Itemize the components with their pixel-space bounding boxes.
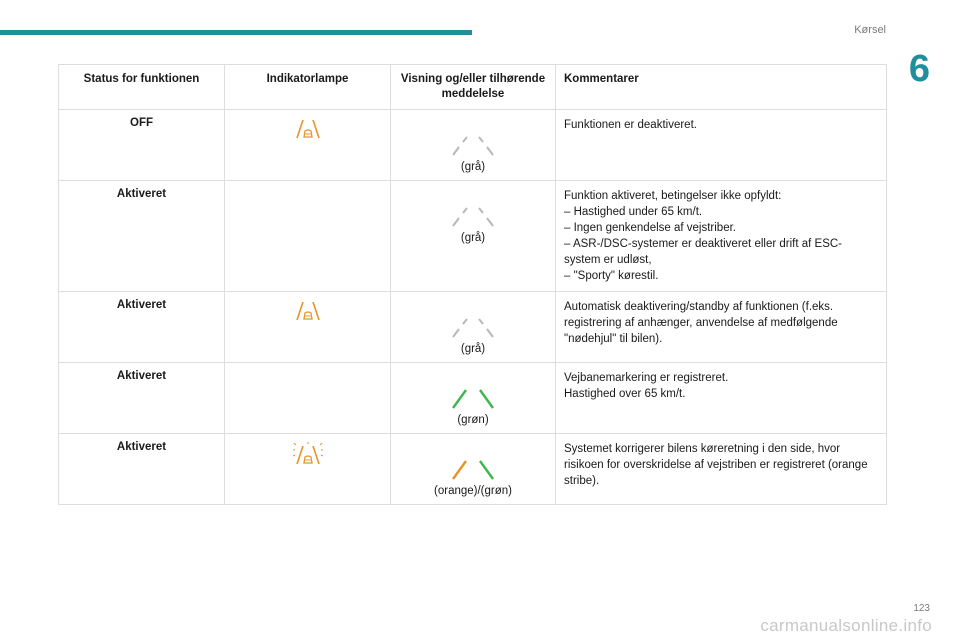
header-lamp: Indikatorlampe	[224, 64, 391, 110]
table-row: Aktiveret (grøn) Vejbanemarkering er reg…	[58, 362, 887, 434]
table-header-row: Status for funktionen Indikatorlampe Vis…	[58, 64, 887, 110]
display-caption: (orange)/(grøn)	[434, 485, 512, 497]
lane-lines-grey-icon	[452, 136, 494, 156]
status-cell: Aktiveret	[58, 433, 225, 505]
comment-line: Funktion aktiveret, betingelser ikke opf…	[564, 190, 782, 202]
status-cell: Aktiveret	[58, 362, 225, 434]
status-cell: Aktiveret	[58, 180, 225, 292]
comment-line: Vejbanemarkering er registreret.	[564, 372, 729, 384]
comment-line: Automatisk deaktivering/standby af funkt…	[564, 301, 838, 345]
section-title: Kørsel	[854, 24, 886, 36]
watermark: carmanualsonline.info	[760, 616, 932, 635]
lamp-cell	[224, 433, 391, 505]
lamp-cell	[224, 109, 391, 181]
lane-warning-orange-icon	[295, 119, 320, 139]
display-cell: (orange)/(grøn)	[390, 433, 556, 505]
header-comment: Kommentarer	[555, 64, 887, 110]
display-caption: (grå)	[460, 232, 486, 244]
table-row: OFF (grå) Funktionen er d	[58, 109, 887, 181]
function-status-table: Status for funktionen Indikatorlampe Vis…	[58, 64, 887, 505]
display-caption: (grå)	[460, 343, 486, 355]
comment-line: – "Sporty" kørestil.	[564, 270, 659, 282]
chapter-number: 6	[908, 48, 930, 90]
lamp-cell	[224, 291, 391, 363]
table-row: Aktiveret (grå) Funktion aktiveret, beti…	[58, 180, 887, 292]
status-cell: Aktiveret	[58, 291, 225, 363]
display-cell: (grøn)	[390, 362, 556, 434]
display-caption: (grøn)	[457, 414, 489, 426]
display-cell: (grå)	[390, 109, 556, 181]
header-status: Status for funktionen	[58, 64, 225, 110]
comment-line: Hastighed over 65 km/t.	[564, 388, 686, 400]
lamp-cell	[224, 362, 391, 434]
comment-line: Systemet korrigerer bilens køreretning i…	[564, 443, 868, 487]
comment-line: Funktionen er deaktiveret.	[564, 119, 697, 131]
lane-lines-grey-icon	[452, 207, 494, 227]
table-row: Aktiveret (grå) Automatis	[58, 291, 887, 363]
comment-line: – Ingen genkendelse af vejstriber.	[564, 222, 736, 234]
status-cell: OFF	[58, 109, 225, 181]
lane-lines-grey-icon	[452, 318, 494, 338]
header-accent-bar	[0, 30, 472, 35]
display-caption: (grå)	[460, 161, 486, 173]
lane-lines-green-icon	[452, 389, 494, 409]
comment-line: – Hastighed under 65 km/t.	[564, 206, 703, 218]
display-cell: (grå)	[390, 291, 556, 363]
page-number: 123	[913, 603, 930, 614]
comment-cell: Funktionen er deaktiveret.	[555, 109, 887, 181]
lane-correction-orange-icon	[292, 442, 323, 465]
lane-warning-orange-icon	[295, 301, 320, 321]
display-cell: (grå)	[390, 180, 556, 292]
comment-line: – ASR-/DSC-systemer er deaktiveret eller…	[564, 238, 842, 266]
comment-cell: Automatisk deaktivering/standby af funkt…	[555, 291, 887, 363]
comment-cell: Systemet korrigerer bilens køreretning i…	[555, 433, 887, 505]
table-row: Aktiveret	[58, 433, 887, 505]
comment-cell: Vejbanemarkering er registreret. Hastigh…	[555, 362, 887, 434]
comment-cell: Funktion aktiveret, betingelser ikke opf…	[555, 180, 887, 292]
lane-lines-orange-green-icon	[452, 460, 494, 480]
lamp-cell	[224, 180, 391, 292]
header-display: Visning og/eller tilhørende meddelelse	[390, 64, 556, 110]
